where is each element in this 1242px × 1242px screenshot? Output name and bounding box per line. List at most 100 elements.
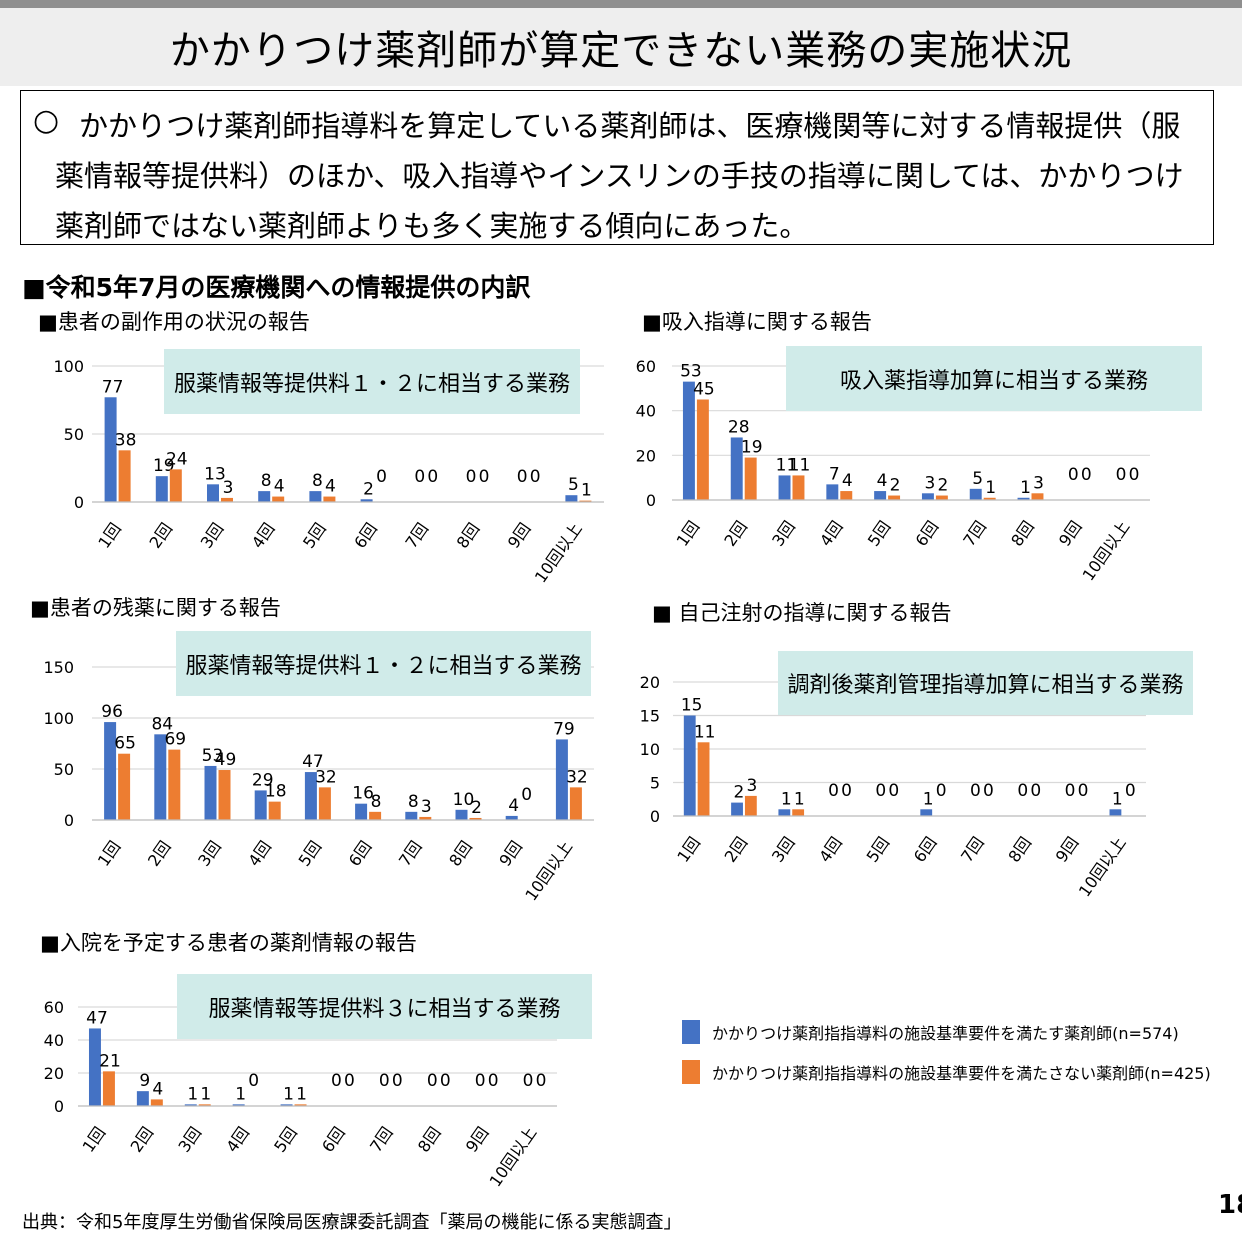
data-label: 1	[923, 789, 934, 809]
data-label: 2	[734, 783, 745, 803]
data-label: 69	[164, 730, 186, 750]
data-label: 0	[828, 781, 839, 801]
bar-series-2	[318, 787, 331, 820]
data-label: 4	[508, 796, 519, 816]
bar-series-1	[505, 815, 518, 820]
data-label: 2	[471, 798, 482, 818]
legend-swatch-blue	[682, 1020, 700, 1044]
data-label: 0	[536, 1071, 547, 1091]
data-label: 84	[151, 714, 173, 734]
data-label: 0	[466, 467, 477, 487]
data-label: 28	[728, 417, 750, 437]
bar-series-2	[469, 817, 482, 820]
bar-series-1	[455, 809, 468, 820]
y-tick-label: 20	[640, 673, 660, 692]
bar-series-1	[826, 484, 839, 500]
data-label: 0	[1017, 781, 1028, 801]
data-label: 0	[479, 467, 490, 487]
data-label: 8	[312, 471, 323, 491]
bar-series-2	[792, 809, 805, 816]
y-tick-label: 15	[640, 707, 660, 726]
data-label: 15	[681, 696, 703, 716]
data-label: 96	[101, 702, 123, 722]
data-label: 29	[252, 770, 274, 790]
y-tick-label: 60	[44, 998, 64, 1017]
data-label: 0	[1030, 781, 1041, 801]
data-label: 0	[875, 781, 886, 801]
data-label: 0	[488, 1071, 499, 1091]
x-tick-label: 2回	[127, 1123, 158, 1155]
data-label: 0	[970, 781, 981, 801]
y-tick-label: 100	[43, 709, 74, 728]
bar-series-1	[555, 739, 568, 820]
data-label: 1	[283, 1084, 294, 1104]
data-label: 38	[115, 430, 137, 450]
banner-self-injection: 調剤後薬剤管理指導加算に相当する業務	[778, 651, 1193, 715]
data-label: 0	[983, 781, 994, 801]
bar-series-2	[744, 457, 757, 500]
banner-side-effects: 服薬情報等提供料１・２に相当する業務	[164, 349, 580, 414]
bar-series-1	[207, 484, 219, 502]
data-label: 0	[1068, 465, 1079, 485]
data-label: 0	[936, 781, 947, 801]
x-tick-label: 6回	[318, 1123, 349, 1155]
data-label: 11	[694, 722, 716, 742]
summary-text: かかりつけ薬剤師指導料を算定している薬剤師は、医療機関等に対する情報提供（服薬情…	[55, 109, 1184, 243]
x-tick-label: 10回以上	[486, 1123, 541, 1190]
data-label: 21	[99, 1051, 121, 1071]
bar-series-1	[104, 722, 117, 820]
data-label: 65	[114, 734, 136, 754]
bar-series-1	[1017, 497, 1030, 500]
bar-series-1	[104, 397, 117, 502]
bar-series-1	[682, 381, 695, 500]
bar-series-1	[920, 809, 933, 816]
banner-leftover: 服薬情報等提供料１・２に相当する業務	[176, 631, 591, 696]
y-tick-label: 0	[54, 1097, 64, 1116]
bar-series-2	[744, 795, 757, 816]
data-label: 3	[747, 776, 758, 796]
y-tick-label: 50	[54, 760, 74, 779]
bar-series-1	[874, 491, 887, 500]
data-label: 0	[344, 1071, 355, 1091]
data-label: 0	[427, 1071, 438, 1091]
bar-series-1	[184, 1104, 197, 1106]
bar-series-2	[696, 399, 709, 500]
data-label: 1	[1112, 789, 1123, 809]
bar-series-1	[778, 809, 791, 816]
y-tick-label: 0	[74, 493, 84, 512]
bar-series-1	[88, 1028, 101, 1106]
data-label: 79	[553, 719, 575, 739]
y-tick-label: 60	[636, 357, 656, 376]
data-label: 24	[166, 449, 188, 469]
data-label: 53	[680, 362, 702, 382]
data-label: 4	[842, 471, 853, 491]
data-label: 47	[302, 752, 324, 772]
data-label: 4	[274, 477, 285, 497]
y-tick-label: 100	[53, 357, 84, 376]
y-tick-label: 40	[636, 402, 656, 421]
data-label: 0	[392, 1071, 403, 1091]
data-label: 1	[781, 789, 792, 809]
page-title: かかりつけ薬剤師が算定できない業務の実施状況	[169, 28, 1073, 74]
chart-title-admission: ■入院を予定する患者の薬剤情報の報告	[40, 931, 417, 955]
x-tick-label: 1回	[79, 1123, 110, 1155]
data-label: 0	[248, 1071, 259, 1091]
bar-series-2	[268, 801, 281, 820]
data-label: 53	[202, 746, 224, 766]
data-label: 1	[235, 1084, 246, 1104]
data-label: 19	[741, 438, 763, 458]
bar-series-1	[778, 475, 791, 500]
data-label: 11	[776, 455, 798, 475]
y-tick-label: 0	[64, 811, 74, 830]
data-label: 2	[890, 476, 901, 496]
x-tick-label: 3回	[174, 1123, 205, 1155]
data-label: 4	[877, 471, 888, 491]
bar-series-2	[323, 496, 336, 502]
data-label: 0	[521, 785, 532, 805]
x-tick-label: 8回	[414, 1123, 445, 1155]
data-label: 77	[102, 377, 124, 397]
y-tick-label: 50	[64, 425, 84, 444]
